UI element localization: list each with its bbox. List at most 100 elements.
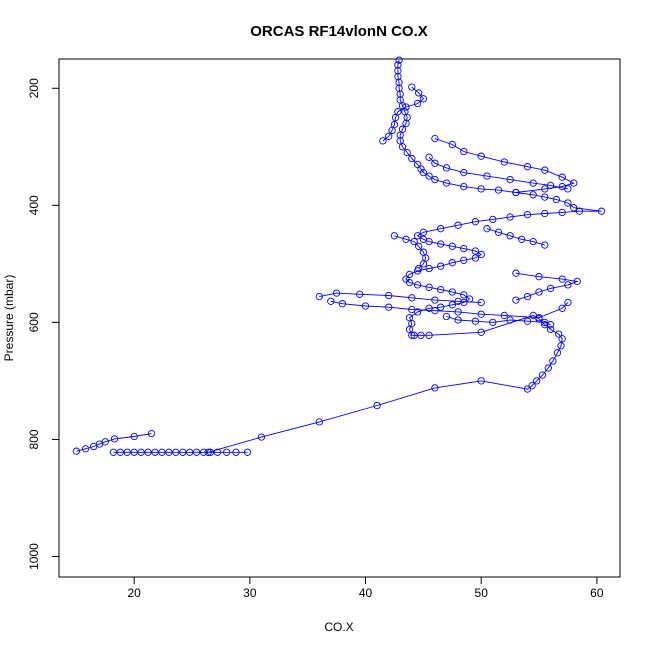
data-point [448,242,456,250]
data-point [223,448,231,456]
data-point [512,296,520,304]
x-tick-label: 40 [359,586,373,600]
data-point [419,235,428,243]
data-point [555,330,563,338]
data-point [460,182,468,191]
data-point [460,244,468,253]
data-point [454,316,462,324]
data-point [394,67,402,75]
data-point [109,448,118,456]
series-layer [72,56,606,456]
data-point [546,181,555,190]
data-point [232,448,240,456]
data-point [471,218,480,226]
data-point [419,168,428,177]
data-point [165,448,173,456]
data-point [123,448,131,456]
series-line [515,272,579,301]
data-point [417,331,425,339]
data-point [405,314,414,322]
data-point [101,438,109,446]
data-point [437,303,445,311]
series-line [113,60,602,453]
data-point [408,294,416,302]
data-point [394,61,402,69]
data-point [494,228,503,236]
data-point [199,448,208,456]
data-point [413,281,422,289]
series-line [394,235,427,269]
data-point [402,275,410,283]
data-point [448,259,456,267]
data-point [419,228,428,236]
data-point [535,288,543,296]
y-tick-label: 1000 [27,543,41,570]
y-tick-label: 800 [27,429,41,449]
data-point [460,256,468,264]
x-axis: 20 30 40 50 60 [128,577,604,600]
data-point [385,132,393,140]
data-point [158,448,166,456]
x-tick-label: 20 [128,586,142,600]
data-point [529,237,537,246]
data-point [544,364,552,372]
data-point [573,277,581,286]
series-line [428,156,568,190]
data-point [408,305,416,314]
x-axis-label: CO.X [324,620,353,634]
data-point [385,303,393,311]
data-point [437,262,445,270]
data-point [151,448,159,456]
data-point [570,179,578,187]
data-point [437,225,445,233]
data-point [408,83,416,91]
y-tick-label: 400 [27,195,41,215]
data-point [403,148,411,157]
data-point [564,199,572,207]
data-point [506,316,514,324]
data-point [448,288,456,296]
chart-title: ORCAS RF14vlonN CO.X [250,23,428,40]
data-point [147,429,156,438]
data-point [415,264,423,273]
data-point [206,448,215,456]
data-point [213,448,222,456]
data-point [512,269,520,277]
data-point [413,232,422,240]
data-point [477,298,485,307]
data-point [332,289,341,297]
data-point [575,207,584,215]
data-point [442,179,451,187]
data-point [518,235,526,243]
y-tick-label: 200 [27,78,41,98]
data-point [130,448,138,456]
data-point [460,147,468,156]
data-point [549,357,557,365]
data-point [477,152,485,160]
data-point [528,381,536,390]
data-point [413,160,422,169]
data-point [72,447,81,455]
data-point [546,284,555,293]
data-point [546,321,555,329]
data-point [529,191,537,199]
data-point [402,235,410,243]
data-point [564,185,572,193]
data-point [179,448,187,456]
data-point [541,321,549,329]
data-point [477,310,485,318]
data-point [415,242,423,250]
data-point [546,325,555,334]
data-point [437,285,445,294]
data-point [552,195,561,204]
data-point [523,211,532,219]
data-point [533,377,541,385]
data-point [405,270,414,279]
data-point [523,292,532,301]
data-point [477,377,485,385]
y-axis: 200 400 600 800 1000 [27,78,59,570]
data-point [529,179,537,187]
data-point [385,291,393,300]
data-point [454,308,462,316]
